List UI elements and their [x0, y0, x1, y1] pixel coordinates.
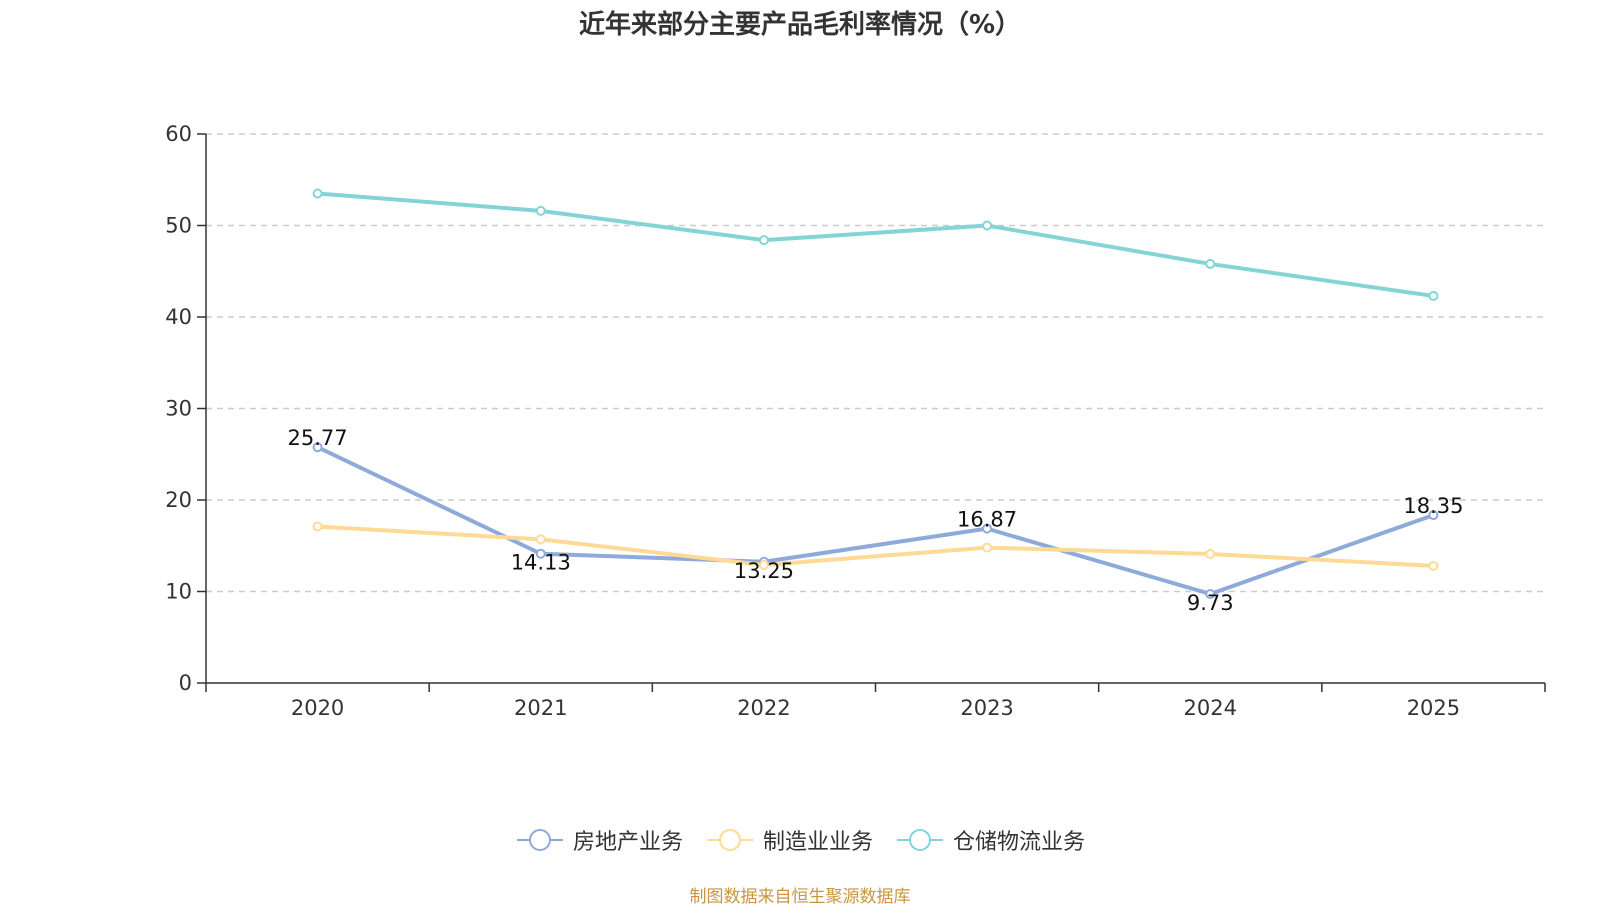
y-tick-label: 60: [165, 122, 192, 146]
y-tick-label: 30: [165, 397, 192, 421]
legend-label: 仓储物流业务: [953, 830, 1086, 855]
data-label: 9.73: [1187, 591, 1234, 615]
data-point[interactable]: [312, 521, 323, 532]
data-point[interactable]: [1205, 258, 1216, 269]
chart-title: 近年来部分主要产品毛利率情况（%）: [578, 10, 1022, 40]
data-point[interactable]: [758, 559, 769, 570]
y-tick-label: 50: [165, 214, 192, 238]
x-tick-label: 2022: [737, 696, 790, 720]
legend-marker-icon: [516, 829, 563, 851]
data-point[interactable]: [535, 534, 546, 545]
x-tick-label: 2023: [960, 696, 1013, 720]
data-label: 14.13: [511, 551, 571, 575]
legend: 房地产业务 制造业业务 仓储物流业务: [0, 824, 1600, 856]
data-point[interactable]: [1428, 560, 1439, 571]
legend-marker-icon: [706, 829, 753, 851]
y-tick-label: 20: [165, 488, 192, 512]
y-tick-label: 10: [165, 580, 192, 604]
data-point[interactable]: [312, 188, 323, 199]
data-point[interactable]: [535, 205, 546, 216]
data-point[interactable]: [982, 523, 993, 534]
legend-marker-icon: [897, 829, 943, 851]
data-point[interactable]: [982, 220, 993, 231]
data-point[interactable]: [1205, 588, 1216, 599]
y-tick-label: 0: [179, 671, 192, 695]
legend-item[interactable]: 仓储物流业务: [895, 824, 1085, 856]
axis-layer: 0 10 20 30 40 50 60 2020 2021 2022 2023 2024 2025: [165, 122, 1546, 720]
x-tick-label: 2021: [514, 696, 567, 720]
series-line: [317, 191, 1434, 298]
data-point[interactable]: [758, 235, 769, 246]
x-tick-label: 2025: [1407, 696, 1460, 720]
data-point[interactable]: [1428, 290, 1439, 301]
data-point[interactable]: [535, 548, 546, 559]
grid-layer: [206, 133, 1545, 593]
legend-item[interactable]: 房地产业务: [515, 824, 683, 856]
data-point[interactable]: [1205, 548, 1216, 559]
label-layer: 25.77 14.13 13.25 16.87 9.73 18.35: [288, 426, 1464, 615]
x-tick-label: 2024: [1184, 696, 1237, 720]
data-label: 25.77: [288, 426, 348, 450]
series-line: [317, 524, 1434, 568]
series-layer: [312, 188, 1439, 599]
series-line: [316, 445, 1435, 596]
data-point[interactable]: [982, 542, 993, 553]
legend-label: 制造业业务: [762, 830, 873, 855]
legend-label: 房地产业务: [572, 830, 683, 855]
data-label: 13.25: [734, 559, 794, 583]
data-label: 18.35: [1403, 494, 1463, 518]
y-tick-label: 40: [165, 305, 192, 329]
source-note: 制图数据来自恒生聚源数据库: [689, 887, 911, 907]
x-tick-label: 2020: [291, 696, 344, 720]
data-label: 16.87: [957, 508, 1017, 532]
legend-item[interactable]: 制造业业务: [705, 824, 873, 856]
data-point[interactable]: [312, 442, 323, 453]
data-point[interactable]: [1428, 510, 1439, 521]
